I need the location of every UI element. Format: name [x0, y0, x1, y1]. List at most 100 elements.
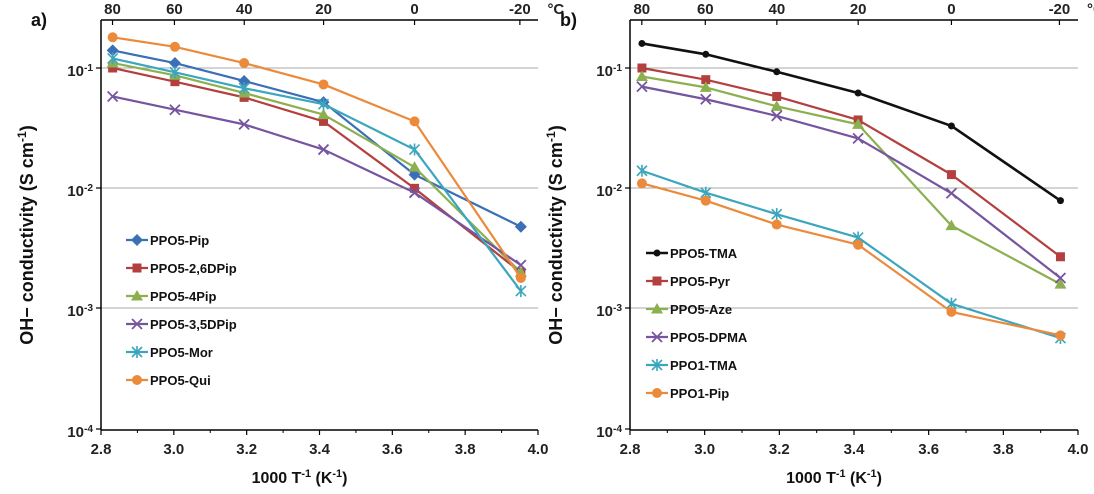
y-tick-label: 10-3	[596, 303, 622, 321]
x-tick-label: 3.0	[694, 441, 715, 458]
data-point	[1056, 197, 1064, 205]
x-tick-label: 4.0	[1068, 441, 1089, 458]
y-tick-label: 10-2	[596, 183, 622, 201]
y-tick-label: 10-1	[67, 63, 93, 81]
y-tick-base: 10	[596, 303, 613, 320]
legend-marker	[652, 276, 662, 286]
x-label-unit: (K	[311, 470, 333, 487]
legend-label: PPO5-3,5DPip	[150, 317, 237, 332]
series-line	[641, 85, 1062, 279]
data-point	[108, 63, 118, 73]
legend-label: PPO5-4Pip	[150, 289, 217, 304]
y-label-end: )	[546, 125, 566, 131]
top-tick-label: 60	[166, 1, 183, 18]
data-point	[771, 219, 782, 230]
series-PPO5-Mor	[107, 52, 527, 298]
top-tick-label: 60	[697, 1, 714, 18]
data-point	[318, 79, 329, 90]
data-point	[854, 89, 862, 97]
y-tick-exponent: -1	[613, 63, 622, 74]
x-label-unit-sup: -1	[867, 468, 877, 480]
x-tick-label: 3.8	[993, 441, 1014, 458]
top-tick-label: 40	[769, 1, 786, 18]
top-tick-label: 40	[236, 1, 253, 18]
series-PPO1-TMA	[636, 164, 1067, 345]
x-tick-label: 3.4	[844, 441, 866, 458]
x-tick-label: 2.8	[91, 441, 112, 458]
y-tick-exponent: -3	[613, 303, 622, 314]
data-point	[515, 259, 527, 271]
data-point	[1055, 252, 1065, 262]
data-point	[514, 220, 527, 233]
chart-panel-2: 2.83.03.23.43.63.84.0806040200-20°C10-11…	[544, 1, 1094, 487]
data-point	[239, 58, 250, 69]
data-point	[410, 183, 420, 193]
y-tick-label: 10-1	[596, 63, 622, 81]
data-point	[409, 116, 420, 127]
series-PPO1-Pip	[636, 178, 1066, 341]
legend-label: PPO5-2,6DPip	[150, 261, 237, 276]
series-PPO5-Qui	[107, 32, 526, 283]
y-tick-label: 10-2	[67, 183, 93, 201]
data-point	[637, 63, 647, 73]
legend-marker	[131, 346, 143, 358]
x-axis-label: 1000 T-1 (K-1)	[786, 468, 882, 487]
legend-label: PPO5-Aze	[670, 302, 732, 317]
data-point	[770, 100, 783, 111]
top-tick-label: 80	[633, 1, 650, 18]
data-point	[852, 118, 865, 129]
legend-marker	[131, 290, 143, 301]
y-tick-exponent: -4	[84, 424, 93, 435]
x-label-main: 1000 T	[252, 470, 302, 487]
legend-entry: PPO1-TMA	[646, 358, 738, 373]
data-point	[701, 75, 711, 85]
legend-entry: PPO5-Aze	[646, 302, 732, 317]
data-point	[515, 285, 527, 298]
x-tick-label: 3.6	[382, 441, 403, 458]
y-axis-label: OH− conductivity (S cm-1)	[15, 125, 37, 344]
y-tick-exponent: -1	[84, 63, 93, 74]
data-point	[945, 219, 958, 231]
data-point	[773, 68, 781, 76]
data-point	[700, 93, 712, 105]
legend-label: PPO5-TMA	[670, 246, 738, 261]
data-point	[946, 170, 956, 180]
data-point	[636, 81, 648, 93]
x-tick-label: 3.2	[236, 441, 257, 458]
x-tick-label: 3.8	[455, 441, 476, 458]
legend-entry: PPO5-Qui	[126, 373, 211, 388]
series-line	[641, 169, 1061, 340]
chart-panel-1: 2.8 3.0 3.2 3.4 3.6 3.8 4.080 60 40 20 0 -20 °C10-11…	[15, 1, 564, 487]
x-label-sup: -1	[301, 468, 311, 480]
legend-entry: PPO5-4Pip	[126, 289, 217, 304]
y-tick-exponent: -2	[613, 183, 622, 194]
legend-marker	[131, 234, 143, 246]
data-point	[317, 108, 330, 120]
y-label-main: OH− conductivity (S cm	[17, 142, 37, 345]
data-point	[169, 41, 180, 52]
top-tick-label: 20	[315, 1, 332, 18]
legend-marker	[651, 359, 663, 371]
y-label-end: )	[17, 125, 37, 131]
x-tick-label: 4.0	[528, 441, 549, 458]
series-line	[112, 57, 522, 292]
top-unit-label: °C	[1087, 1, 1094, 18]
data-point	[408, 187, 421, 199]
legend-entry: PPO5-DPMA	[646, 330, 748, 345]
x-tick-label: 3.6	[918, 441, 939, 458]
top-tick-label: -20	[509, 1, 531, 18]
legend-marker	[131, 318, 143, 330]
series-PPO5-TMA	[638, 39, 1064, 205]
data-point	[107, 90, 119, 103]
y-tick-exponent: -2	[84, 183, 93, 194]
legend-entry: PPO5-Pyr	[646, 274, 730, 289]
series-line	[112, 61, 522, 274]
data-point	[700, 195, 711, 206]
y-label-main: OH− conductivity (S cm	[546, 142, 566, 345]
data-point	[771, 110, 783, 122]
y-tick-exponent: -4	[613, 424, 622, 435]
data-point	[852, 132, 864, 145]
x-label-end: )	[342, 470, 347, 487]
y-tick-label: 10-4	[67, 424, 93, 442]
